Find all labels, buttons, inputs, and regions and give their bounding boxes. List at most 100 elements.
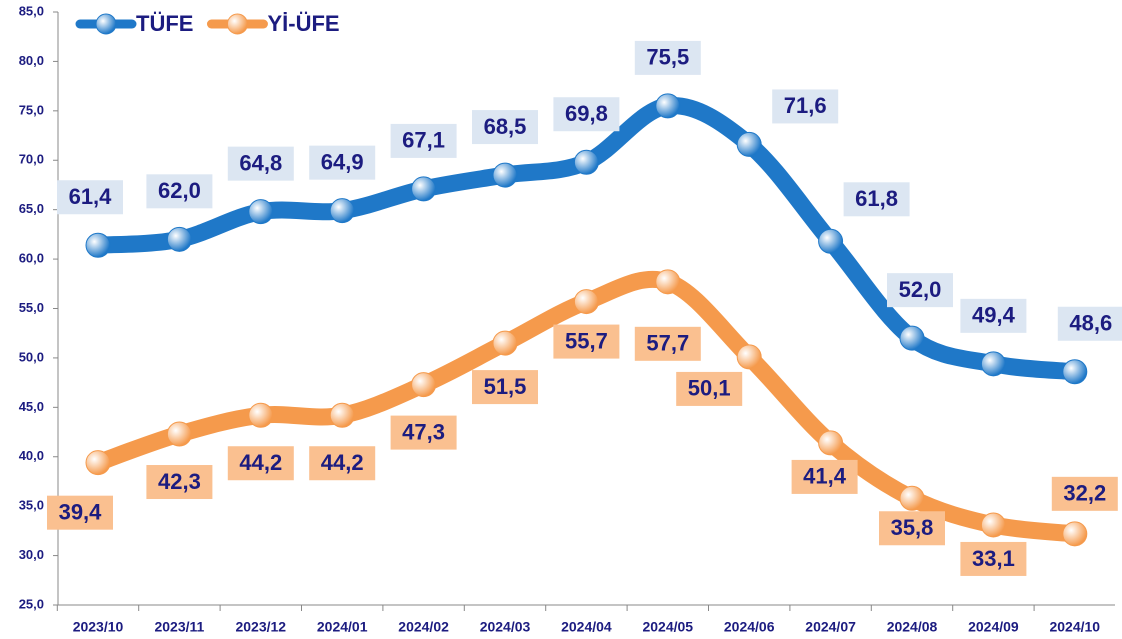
data-label: 44,2 <box>321 450 364 475</box>
data-label: 33,1 <box>972 546 1015 571</box>
point-marker <box>411 176 437 202</box>
data-label: 64,9 <box>321 149 364 174</box>
data-label-bg <box>634 326 701 361</box>
data-label-bg <box>676 371 743 406</box>
x-tick-label: 2024/09 <box>968 619 1019 635</box>
point-marker <box>492 330 518 356</box>
point-marker <box>329 198 355 224</box>
data-label: 64,8 <box>239 150 282 175</box>
y-tick-label: 50,0 <box>19 349 44 364</box>
x-tick-label: 2023/12 <box>235 619 286 635</box>
data-label: 48,6 <box>1069 311 1112 336</box>
point-marker <box>980 512 1006 538</box>
data-label: 44,2 <box>239 450 282 475</box>
data-label-bg <box>472 110 538 145</box>
data-label: 32,2 <box>1063 481 1106 506</box>
x-tick-label: 2024/10 <box>1049 619 1100 635</box>
data-label-bg <box>843 182 910 217</box>
data-label: 50,1 <box>688 376 731 401</box>
point-marker <box>736 344 762 370</box>
data-label: 75,5 <box>646 45 689 70</box>
data-label-bg <box>47 495 113 530</box>
x-tick-label: 2024/04 <box>561 619 612 635</box>
y-tick-label: 60,0 <box>19 251 44 266</box>
data-label-bg <box>227 446 294 481</box>
data-label-bg <box>887 273 953 308</box>
x-tick-label: 2024/07 <box>805 619 856 635</box>
point-marker <box>655 93 681 119</box>
point-marker <box>85 450 111 476</box>
data-label-bg <box>1057 306 1122 341</box>
point-marker <box>818 430 844 456</box>
y-tick-label: 30,0 <box>19 547 44 562</box>
point-marker <box>899 485 925 511</box>
data-label-bg <box>634 40 701 75</box>
data-label-bg <box>553 324 620 359</box>
y-tick-label: 35,0 <box>19 498 44 513</box>
x-tick-label: 2024/06 <box>724 619 775 635</box>
data-label-bg <box>472 370 538 405</box>
legend-label: TÜFE <box>136 11 193 36</box>
legend-marker <box>226 13 248 35</box>
series-line <box>89 270 1084 543</box>
data-label-bg <box>960 541 1027 576</box>
data-label-bg <box>879 511 945 546</box>
point-marker <box>573 289 599 315</box>
y-tick-label: 85,0 <box>19 3 44 18</box>
y-tick-label: 40,0 <box>19 448 44 463</box>
data-label: 68,5 <box>484 114 527 139</box>
data-label-bg <box>146 174 213 209</box>
x-tick-label: 2023/10 <box>73 619 124 635</box>
point-marker <box>736 131 762 157</box>
data-label: 51,5 <box>484 374 527 399</box>
data-label: 41,4 <box>803 464 847 489</box>
legend-marker <box>95 13 117 35</box>
y-tick-label: 70,0 <box>19 152 44 167</box>
data-label: 69,8 <box>565 101 608 126</box>
data-label-bg <box>57 180 123 215</box>
data-label: 67,1 <box>402 128 445 153</box>
x-tick-label: 2024/03 <box>480 619 531 635</box>
y-tick-label: 65,0 <box>19 201 44 216</box>
data-label: 52,0 <box>899 277 942 302</box>
point-marker <box>899 325 925 351</box>
x-tick-label: 2024/08 <box>887 619 938 635</box>
point-marker <box>329 402 355 428</box>
data-label: 57,7 <box>646 331 689 356</box>
point-marker <box>818 228 844 254</box>
legend-label: Yİ-ÜFE <box>267 11 339 36</box>
data-label: 49,4 <box>972 303 1016 328</box>
point-marker <box>980 351 1006 377</box>
y-tick-label: 55,0 <box>19 300 44 315</box>
point-marker <box>655 269 681 295</box>
y-tick-label: 25,0 <box>19 596 44 611</box>
point-marker <box>166 421 192 447</box>
point-marker <box>166 226 192 252</box>
data-label: 55,7 <box>565 328 608 353</box>
point-marker <box>1062 521 1088 547</box>
point-marker <box>411 372 437 398</box>
data-label: 39,4 <box>59 499 103 524</box>
data-label-bg <box>772 89 839 124</box>
point-marker <box>492 162 518 188</box>
data-label: 42,3 <box>158 469 201 494</box>
data-label-bg <box>227 146 294 181</box>
x-tick-label: 2024/05 <box>642 619 693 635</box>
data-label-bg <box>309 446 376 481</box>
data-label-bg <box>390 415 457 450</box>
x-tick-label: 2024/02 <box>398 619 449 635</box>
data-label: 61,4 <box>69 184 113 209</box>
point-marker <box>1062 359 1088 385</box>
data-label-bg <box>1051 476 1118 511</box>
data-label-bg <box>390 123 457 158</box>
point-marker <box>85 232 111 258</box>
point-marker <box>248 402 274 428</box>
x-tick-label: 2024/01 <box>317 619 368 635</box>
data-label: 35,8 <box>891 515 934 540</box>
data-label: 47,3 <box>402 419 445 444</box>
data-label-bg <box>553 97 620 132</box>
data-label-bg <box>309 145 376 180</box>
data-label-bg <box>960 298 1027 333</box>
data-label: 62,0 <box>158 178 201 203</box>
